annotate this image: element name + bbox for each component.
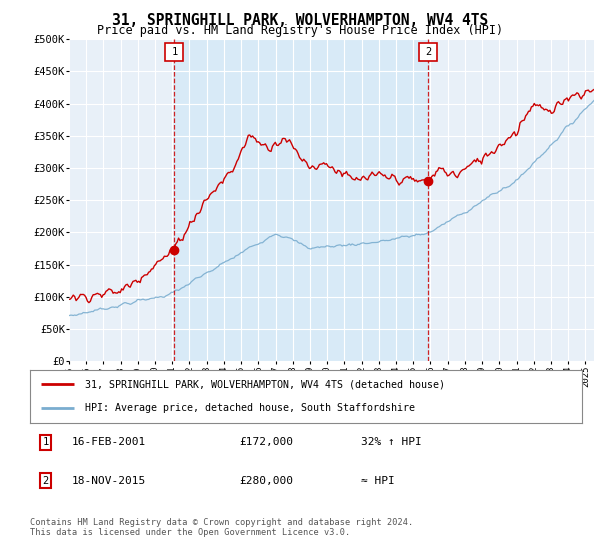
Text: HPI: Average price, detached house, South Staffordshire: HPI: Average price, detached house, Sout… — [85, 403, 415, 413]
Bar — [175, 39, 428, 361]
Text: Price paid vs. HM Land Registry's House Price Index (HPI): Price paid vs. HM Land Registry's House … — [97, 24, 503, 38]
Text: 18-NOV-2015: 18-NOV-2015 — [71, 475, 146, 486]
Text: 1: 1 — [171, 47, 178, 57]
Text: 31, SPRINGHILL PARK, WOLVERHAMPTON, WV4 4TS (detached house): 31, SPRINGHILL PARK, WOLVERHAMPTON, WV4 … — [85, 380, 445, 390]
Text: £172,000: £172,000 — [240, 437, 294, 447]
Text: 32% ↑ HPI: 32% ↑ HPI — [361, 437, 422, 447]
Text: £280,000: £280,000 — [240, 475, 294, 486]
Text: Contains HM Land Registry data © Crown copyright and database right 2024.
This d: Contains HM Land Registry data © Crown c… — [30, 518, 413, 538]
Text: ≈ HPI: ≈ HPI — [361, 475, 395, 486]
Text: 2: 2 — [425, 47, 431, 57]
Text: 31, SPRINGHILL PARK, WOLVERHAMPTON, WV4 4TS: 31, SPRINGHILL PARK, WOLVERHAMPTON, WV4 … — [112, 13, 488, 28]
Text: 16-FEB-2001: 16-FEB-2001 — [71, 437, 146, 447]
Text: 1: 1 — [43, 437, 49, 447]
Text: 2: 2 — [43, 475, 49, 486]
